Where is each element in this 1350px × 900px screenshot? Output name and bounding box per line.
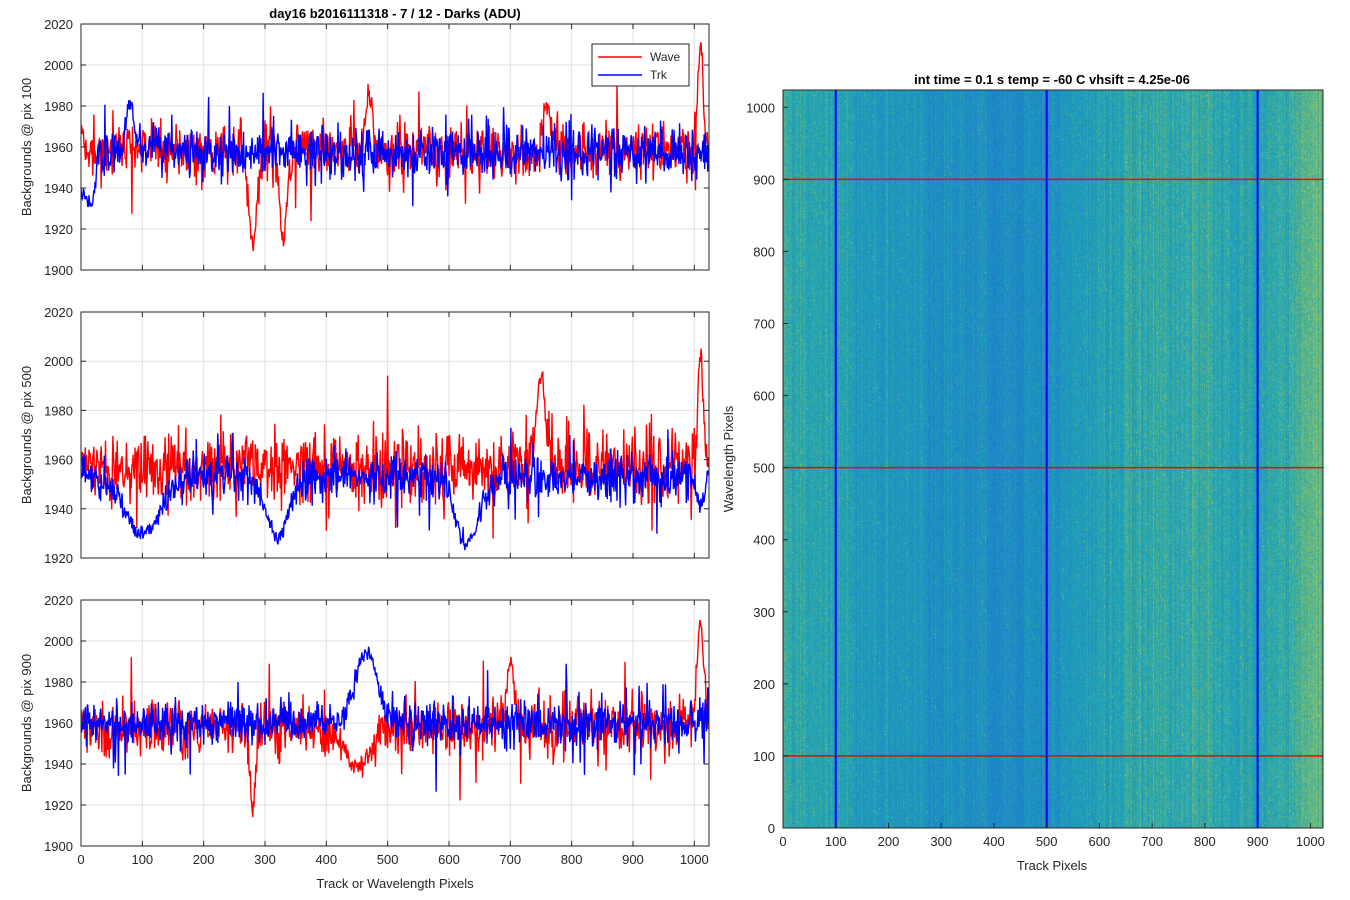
x-tick-label: 600 bbox=[438, 852, 460, 867]
series-line-trk bbox=[81, 646, 709, 792]
heatmap-y-label: Wavelength Pixels bbox=[721, 405, 736, 512]
heatmap-title: int time = 0.1 s temp = -60 C vhsift = 4… bbox=[914, 72, 1190, 87]
y-tick-label: 1980 bbox=[44, 675, 73, 690]
y-tick-label: 1960 bbox=[44, 453, 73, 468]
heatmap-x-tick-label: 200 bbox=[878, 834, 900, 849]
heatmap-x-tick-label: 100 bbox=[825, 834, 847, 849]
heatmap-y-tick-label: 100 bbox=[753, 749, 775, 764]
heatmap-x-tick-label: 400 bbox=[983, 834, 1005, 849]
heatmap-y-tick-label: 700 bbox=[753, 317, 775, 332]
axes-frame bbox=[80, 311, 710, 559]
heatmap-chart: int time = 0.1 s temp = -60 C vhsift = 4… bbox=[721, 72, 1325, 873]
heatmap-x-tick-label: 0 bbox=[779, 834, 786, 849]
series-line-trk bbox=[81, 92, 709, 208]
y-tick-label: 2020 bbox=[44, 17, 73, 32]
x-tick-label: 200 bbox=[193, 852, 215, 867]
heatmap-image-frame bbox=[783, 90, 1323, 828]
heatmap-y-tick-label: 400 bbox=[753, 533, 775, 548]
legend-label-wave: Wave bbox=[650, 50, 681, 64]
x-axis-label: Track or Wavelength Pixels bbox=[316, 876, 474, 891]
heatmap-y-tick-label: 200 bbox=[753, 677, 775, 692]
x-tick-label: 300 bbox=[254, 852, 276, 867]
y-tick-label: 1940 bbox=[44, 502, 73, 517]
heatmap-x-tick-label: 700 bbox=[1141, 834, 1163, 849]
y-tick-label: 1960 bbox=[44, 716, 73, 731]
y-tick-label: 2020 bbox=[44, 593, 73, 608]
legend-label-trk: Trk bbox=[650, 68, 668, 82]
heatmap-y-tick-label: 800 bbox=[753, 244, 775, 259]
heatmap-y-tick-label: 0 bbox=[768, 821, 775, 836]
heatmap-image bbox=[783, 90, 1323, 828]
x-tick-label: 400 bbox=[315, 852, 337, 867]
figure-title: day16 b2016111318 - 7 / 12 - Darks (ADU) bbox=[269, 6, 520, 21]
y-tick-label: 1920 bbox=[44, 222, 73, 237]
heatmap-x-tick-label: 900 bbox=[1247, 834, 1269, 849]
heatmap-x-tick-label: 800 bbox=[1194, 834, 1216, 849]
line-chart-pix-500: 1920 1940 1960 1980 2000 2020 Backgrounds @ pi… bbox=[19, 305, 710, 566]
x-tick-label: 900 bbox=[622, 852, 644, 867]
y-tick-label: 1940 bbox=[44, 757, 73, 772]
line-chart-pix-900: 0 100 200 300 400 500 600 700 800 900 1000 1900 1920… bbox=[19, 593, 710, 891]
heatmap-x-tick-label: 300 bbox=[930, 834, 952, 849]
series-line-trk bbox=[81, 427, 709, 551]
legend-box bbox=[591, 43, 690, 87]
y-tick-label: 1900 bbox=[44, 839, 73, 854]
y-tick-label: 2000 bbox=[44, 58, 73, 73]
heatmap-x-tick-label: 600 bbox=[1089, 834, 1111, 849]
heatmap-frame bbox=[782, 89, 1324, 829]
y-tick-label: 2000 bbox=[44, 634, 73, 649]
y-tick-label: 1900 bbox=[44, 263, 73, 278]
heatmap-y-tick-label: 500 bbox=[753, 461, 775, 476]
y-tick-label: 2000 bbox=[44, 354, 73, 369]
y-tick-label: 2020 bbox=[44, 305, 73, 320]
x-tick-label: 500 bbox=[377, 852, 399, 867]
heatmap-x-tick-label: 1000 bbox=[1296, 834, 1325, 849]
x-tick-label: 100 bbox=[131, 852, 153, 867]
heatmap-y-tick-label: 600 bbox=[753, 389, 775, 404]
y-axis-label: Backgrounds @ pix 100 bbox=[19, 78, 34, 216]
y-tick-label: 1920 bbox=[44, 798, 73, 813]
line-chart-pix-100: 1900 1920 1940 1960 1980 2000 2020 Backgrounds … bbox=[19, 17, 710, 278]
heatmap-x-tick-label: 500 bbox=[1036, 834, 1058, 849]
legend: Wave Trk bbox=[591, 43, 690, 87]
y-axis-label: Backgrounds @ pix 500 bbox=[19, 366, 34, 504]
heatmap-y-tick-label: 900 bbox=[753, 172, 775, 187]
y-axis-label: Backgrounds @ pix 900 bbox=[19, 654, 34, 792]
x-tick-label: 800 bbox=[561, 852, 583, 867]
x-tick-label: 0 bbox=[77, 852, 84, 867]
x-tick-label: 1000 bbox=[680, 852, 709, 867]
x-tick-label: 700 bbox=[499, 852, 521, 867]
heatmap-x-label: Track Pixels bbox=[1017, 858, 1088, 873]
y-tick-label: 1980 bbox=[44, 99, 73, 114]
y-tick-label: 1920 bbox=[44, 551, 73, 566]
y-tick-label: 1980 bbox=[44, 403, 73, 418]
y-tick-label: 1940 bbox=[44, 181, 73, 196]
heatmap-y-tick-label: 1000 bbox=[746, 100, 775, 115]
y-tick-label: 1960 bbox=[44, 140, 73, 155]
heatmap-y-tick-label: 300 bbox=[753, 605, 775, 620]
